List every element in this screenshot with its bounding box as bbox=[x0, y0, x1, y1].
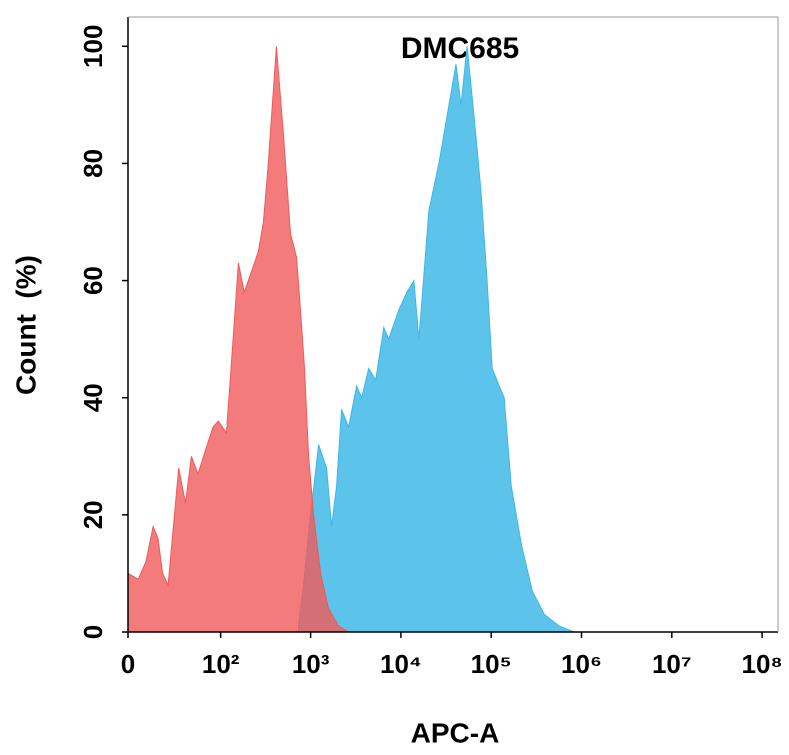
x-tick-label: 10² bbox=[202, 649, 240, 679]
y-tick-label: 0 bbox=[78, 625, 108, 639]
histogram-area bbox=[297, 46, 575, 633]
y-tick-label: 100 bbox=[78, 25, 108, 68]
y-tick-label: 60 bbox=[78, 266, 108, 295]
y-axis-label: Count (%) bbox=[10, 255, 41, 395]
y-tick-label: 40 bbox=[78, 383, 108, 412]
x-tick-label: 10⁴ bbox=[380, 649, 422, 679]
x-tick-label: 0 bbox=[121, 649, 135, 679]
y-tick-label: 20 bbox=[78, 500, 108, 529]
histogram-area bbox=[127, 46, 349, 633]
x-tick-label: 10⁶ bbox=[561, 649, 602, 679]
x-tick-label: 10⁵ bbox=[471, 649, 512, 679]
chart-title: DMC685 bbox=[401, 32, 519, 65]
x-tick-label: 10⁸ bbox=[741, 649, 782, 679]
x-tick-label: 10³ bbox=[292, 649, 330, 679]
x-tick-label: 10⁷ bbox=[652, 649, 692, 679]
y-tick-label: 80 bbox=[78, 149, 108, 178]
x-axis-label: APC-A bbox=[411, 717, 500, 748]
